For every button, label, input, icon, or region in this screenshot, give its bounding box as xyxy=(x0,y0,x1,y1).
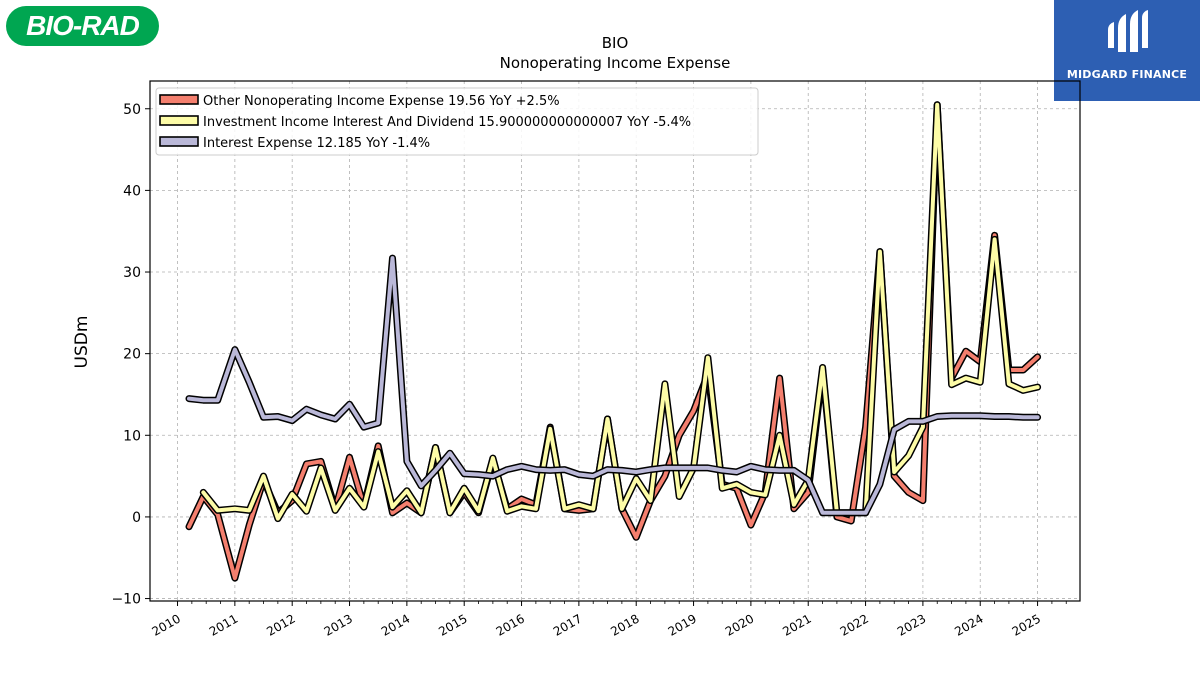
x-tick-label: 2016 xyxy=(494,611,527,638)
y-tick-label: −10 xyxy=(111,592,141,608)
legend-swatch xyxy=(159,94,199,105)
legend: Other Nonoperating Income Expense 19.56 … xyxy=(155,87,759,156)
series-1-line xyxy=(201,102,1040,521)
plot-frame xyxy=(149,80,1081,602)
x-tick-label: 2024 xyxy=(952,611,985,638)
x-tick-label: 2010 xyxy=(150,611,183,638)
legend-entry: Investment Income Interest And Dividend … xyxy=(203,115,691,130)
x-tick-label: 2019 xyxy=(666,611,699,638)
x-tick-label: 2020 xyxy=(723,611,756,638)
x-tick-label: 2011 xyxy=(207,611,240,638)
x-tick-label: 2023 xyxy=(895,611,928,638)
chart-title: BIO xyxy=(602,34,629,52)
x-tick-label: 2012 xyxy=(264,611,297,638)
y-axis-label: USDm xyxy=(72,316,92,369)
y-tick-label: 50 xyxy=(123,102,141,118)
x-tick-label: 2013 xyxy=(322,611,355,638)
series-layer xyxy=(185,101,1042,582)
series-0-line xyxy=(187,102,1040,581)
x-tick-label: 2014 xyxy=(379,611,412,638)
grid-lines xyxy=(150,81,1080,601)
chart-subtitle: Nonoperating Income Expense xyxy=(500,54,731,72)
y-tick-label: 40 xyxy=(123,183,141,199)
legend-entry: Interest Expense 12.185 YoY -1.4% xyxy=(203,136,430,151)
series-2-line xyxy=(187,256,1040,515)
y-tick-label: 10 xyxy=(123,428,141,444)
bio-rad-logo: BIO-RAD xyxy=(6,6,159,46)
x-tick-label: 2015 xyxy=(436,611,469,638)
series-0-outline xyxy=(185,101,1042,582)
x-tick-label: 2017 xyxy=(551,611,584,638)
y-tick-label: 30 xyxy=(123,265,141,281)
legend-entry: Other Nonoperating Income Expense 19.56 … xyxy=(203,94,560,109)
legend-swatch xyxy=(159,136,199,147)
x-tick-label: 2022 xyxy=(838,611,871,638)
series-1-outline xyxy=(199,101,1042,523)
x-tick-label: 2025 xyxy=(1010,611,1043,638)
legend-box xyxy=(155,87,759,156)
y-tick-label: 0 xyxy=(132,510,141,526)
midgard-finance-wordmark: MIDGARD FINANCE xyxy=(1066,68,1188,81)
midgard-emblem-icon xyxy=(1108,10,1148,52)
midgard-finance-logo: MIDGARD FINANCE xyxy=(1054,0,1200,101)
x-tick-label: 2021 xyxy=(780,611,813,638)
x-tick-label: 2018 xyxy=(608,611,641,638)
y-tick-label: 20 xyxy=(123,347,141,363)
legend-swatch xyxy=(159,115,199,126)
